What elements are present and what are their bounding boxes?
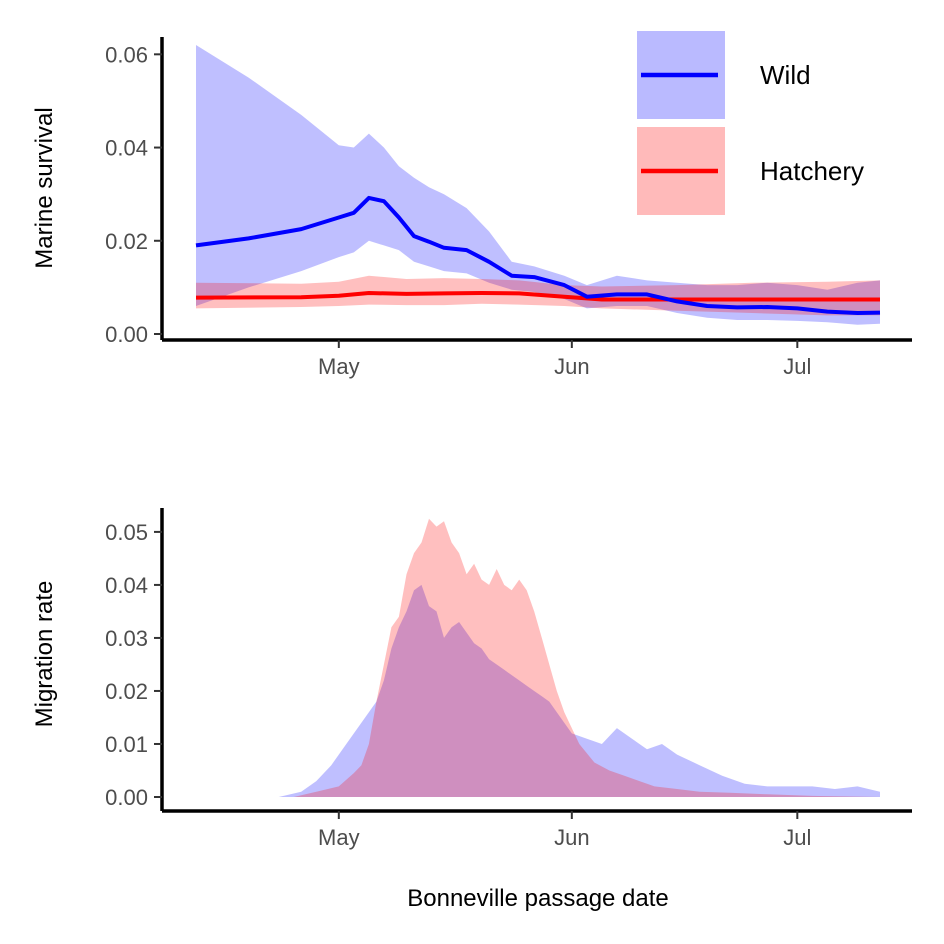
- bottom-y-tick-label: 0.03: [105, 626, 148, 651]
- area-hatchery: [293, 518, 880, 797]
- bottom-x-axis-title: Bonneville passage date: [407, 885, 669, 912]
- top-y-tick-label: 0.00: [105, 322, 148, 347]
- legend-label-wild: Wild: [760, 60, 811, 90]
- top-x-tick-label: Jun: [554, 354, 589, 379]
- top-y-axis-title: Marine survival: [31, 107, 58, 268]
- line-hatchery: [195, 291, 880, 302]
- bottom-y-tick-label: 0.01: [105, 732, 148, 757]
- marine-survival-panel: 0.00 0.02 0.04 0.06 May Jun Jul Marine surviva…: [31, 31, 912, 379]
- top-axes: [154, 37, 912, 348]
- line-wild: [195, 195, 881, 315]
- top-x-tick-label: May: [318, 354, 360, 379]
- top-y-tick-label: 0.02: [105, 229, 148, 254]
- bottom-y-tick-label: 0.02: [105, 679, 148, 704]
- bottom-area-series: [278, 518, 880, 797]
- bottom-x-tick-label: Jul: [783, 825, 811, 850]
- legend: Wild Hatchery: [637, 31, 864, 215]
- top-y-tick-label: 0.04: [105, 136, 148, 161]
- bottom-x-tick-label: May: [318, 825, 360, 850]
- bottom-y-tick-label: 0.05: [105, 520, 148, 545]
- bottom-y-tick-label: 0.00: [105, 785, 148, 810]
- bottom-y-axis-title: Migration rate: [31, 581, 58, 728]
- bottom-tick-labels: 0.00 0.01 0.02 0.03 0.04 0.05 May Jun Jul: [105, 520, 811, 850]
- top-y-tick-label: 0.06: [105, 42, 148, 67]
- top-series-lines: [195, 195, 881, 315]
- bottom-x-tick-label: Jun: [554, 825, 589, 850]
- top-x-tick-label: Jul: [783, 354, 811, 379]
- migration-rate-panel: 0.00 0.01 0.02 0.03 0.04 0.05 May Jun Jul Migrat…: [31, 508, 912, 912]
- bottom-y-tick-label: 0.04: [105, 573, 148, 598]
- legend-label-hatchery: Hatchery: [760, 156, 864, 186]
- top-tick-labels: 0.00 0.02 0.04 0.06 May Jun Jul: [105, 42, 811, 379]
- band-wild: [196, 45, 880, 325]
- area-wild: [278, 584, 880, 797]
- bottom-axes: [154, 508, 912, 819]
